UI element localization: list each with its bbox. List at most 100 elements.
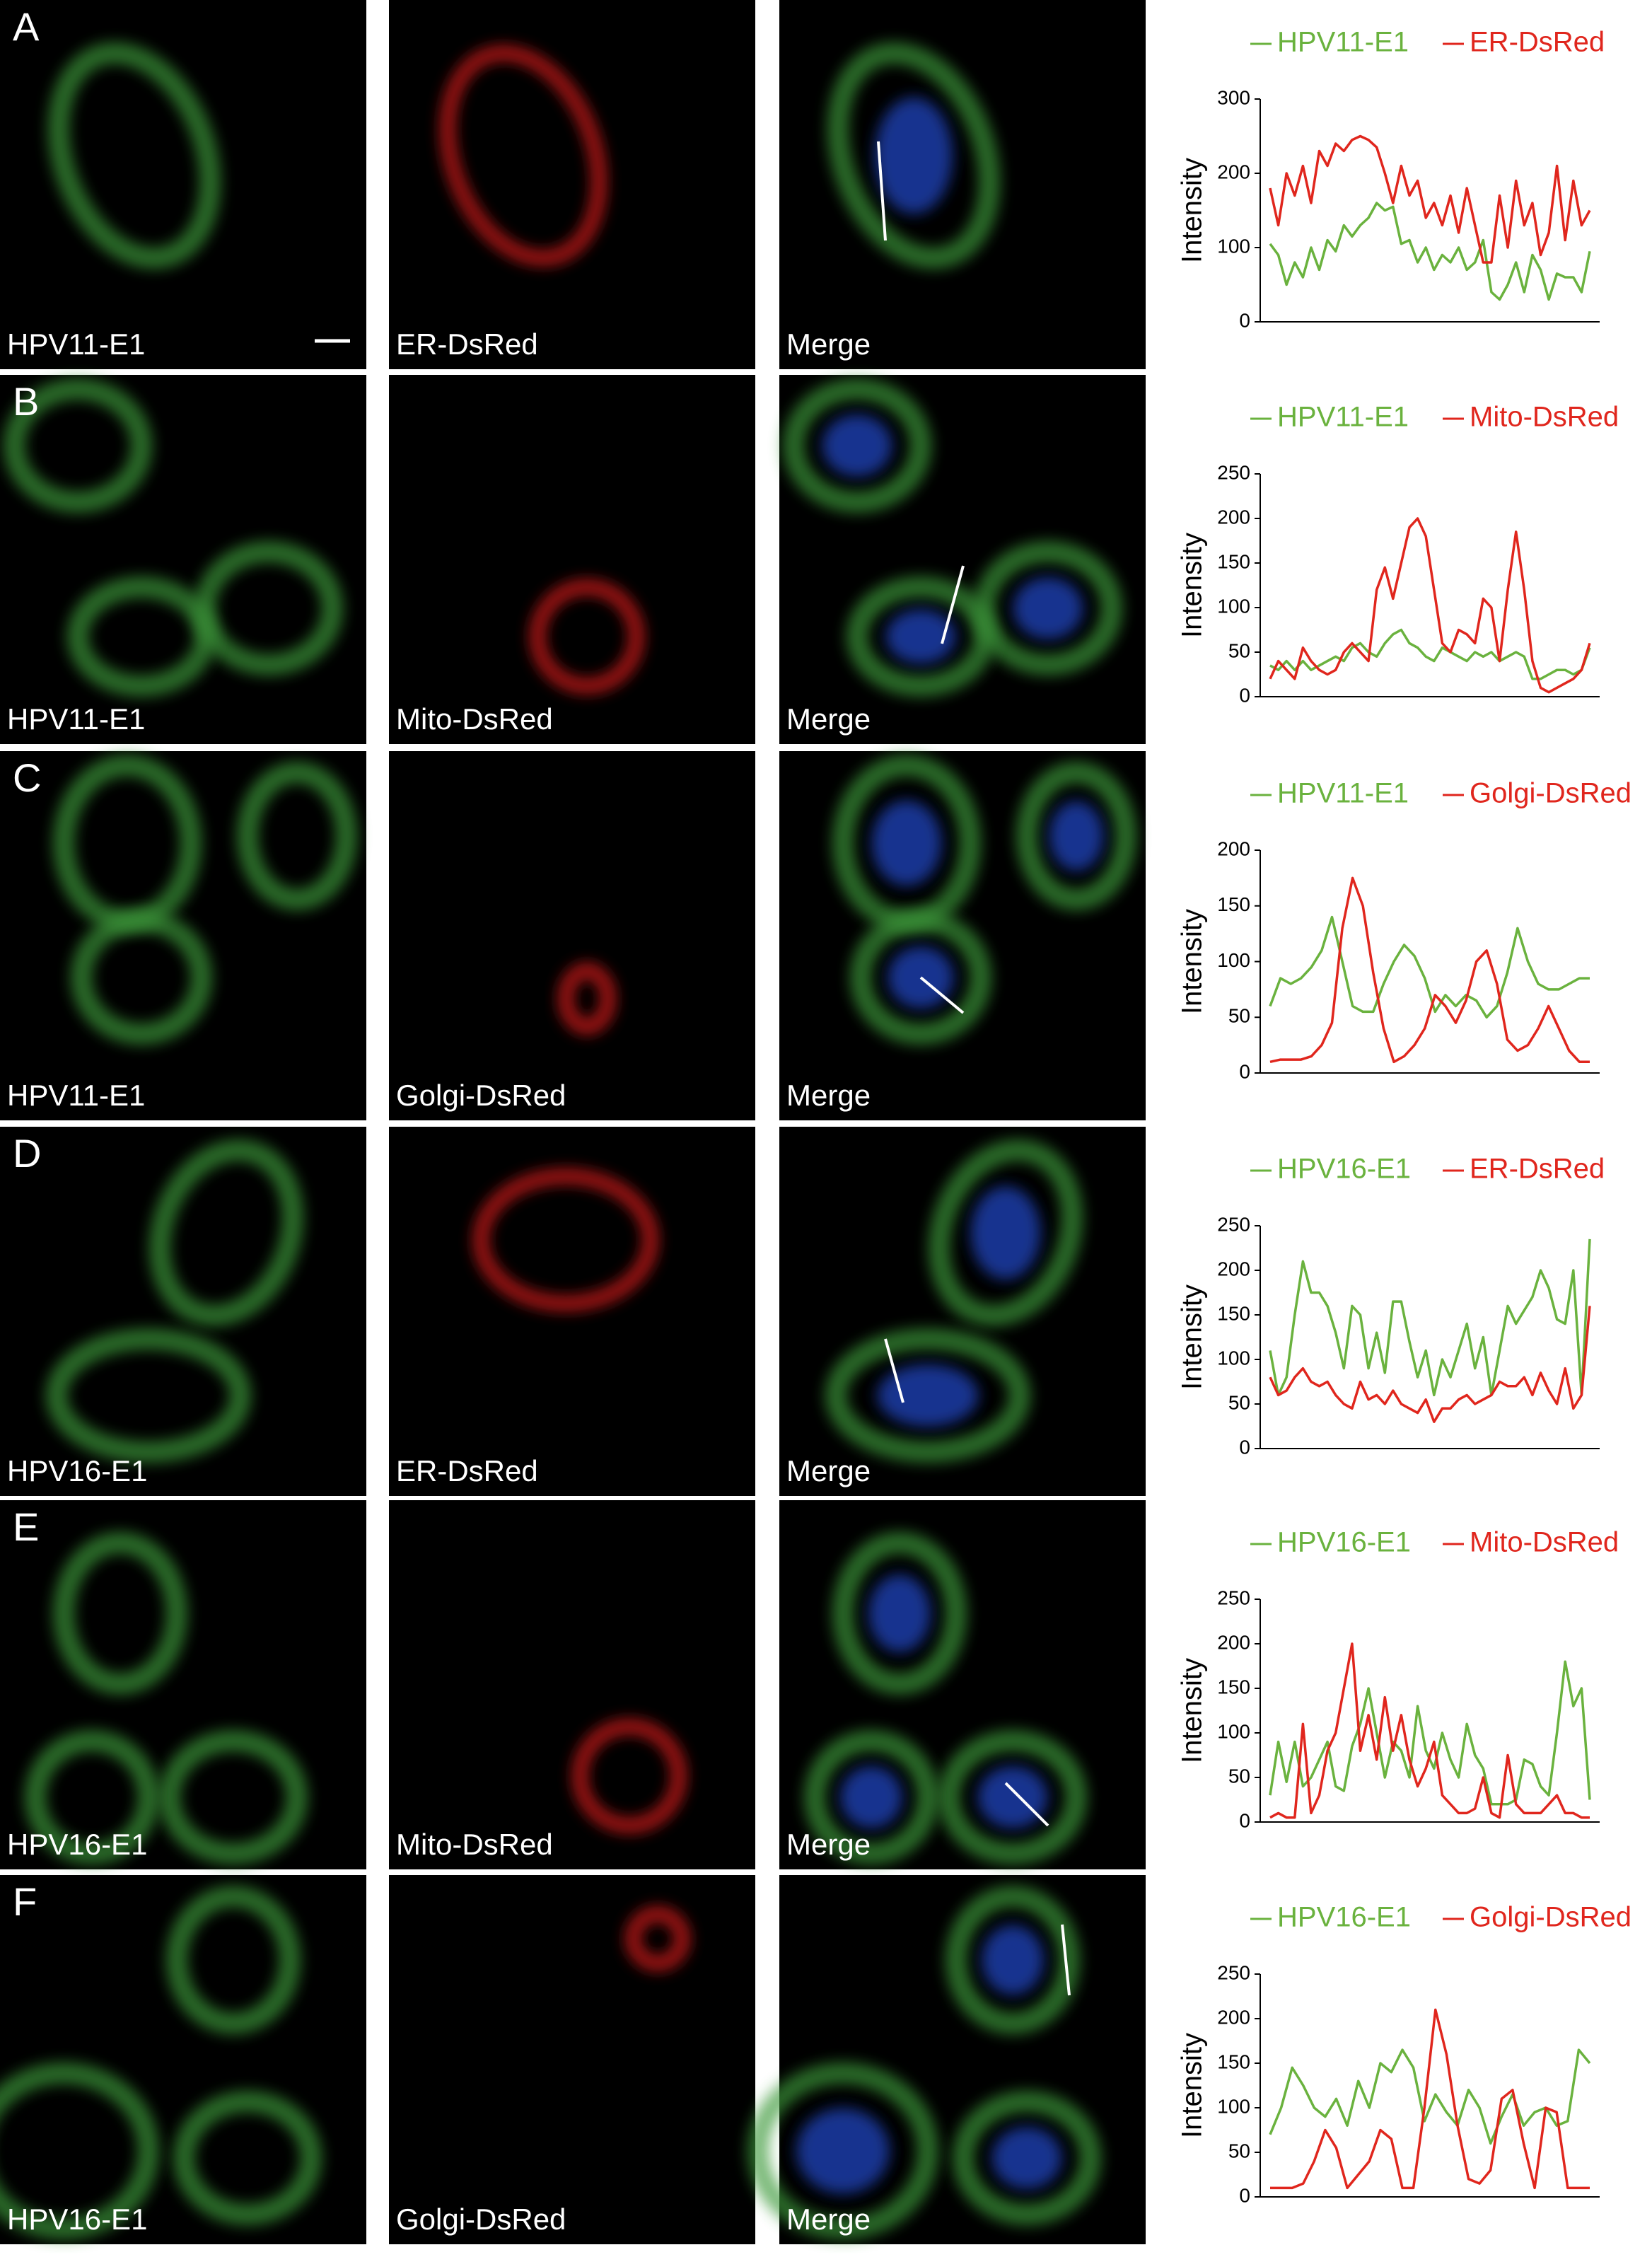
nucleus — [871, 800, 942, 886]
profile-line — [884, 1338, 904, 1403]
y-tick-label: 0 — [1239, 1436, 1250, 1458]
y-tick-label: 200 — [1217, 161, 1250, 182]
cell — [783, 378, 931, 513]
micrograph: Mito-DsRed — [389, 375, 755, 744]
micrograph: Merge — [779, 0, 1146, 369]
y-tick-label: 200 — [1217, 1258, 1250, 1280]
micrograph-background — [389, 1875, 755, 2244]
channel-label: Merge — [786, 1079, 871, 1112]
cell — [625, 1906, 690, 1971]
legend-label: Golgi-DsRed — [1470, 1902, 1631, 1933]
micrograph: Merge — [779, 375, 1146, 744]
channel-label: Merge — [786, 2203, 871, 2236]
channel-label: HPV11-E1 — [7, 702, 145, 736]
cell — [946, 1886, 1080, 2034]
micrograph: ER-DsRed — [389, 0, 755, 369]
y-tick-label: 200 — [1217, 506, 1250, 528]
cell — [25, 1730, 159, 1864]
series-line — [1269, 134, 1591, 264]
cell — [67, 576, 216, 697]
y-tick-label: 0 — [1239, 2184, 1250, 2206]
micrograph: HPV11-E1 — [0, 751, 366, 1120]
series-line — [1269, 1642, 1590, 1819]
legend-label: HPV16-E1 — [1277, 1527, 1411, 1558]
cell — [53, 1532, 187, 1695]
nucleus — [1049, 801, 1104, 871]
legend-label: HPV11-E1 — [1277, 402, 1409, 433]
channel-label: Merge — [786, 1454, 871, 1487]
channel-label: HPV16-E1 — [7, 1454, 147, 1487]
nucleus — [885, 609, 956, 664]
micrograph: Merge — [779, 751, 1146, 1120]
y-tick-label: 200 — [1217, 2006, 1250, 2028]
panel-letter: B — [13, 379, 39, 424]
series-line — [1269, 202, 1591, 301]
cell — [46, 1328, 251, 1463]
y-tick-label: 250 — [1217, 1213, 1250, 1235]
cell — [473, 1168, 658, 1311]
series-line — [1269, 517, 1591, 694]
cell — [938, 1730, 1087, 1864]
legend-label: Golgi-DsRed — [1470, 778, 1631, 809]
channel-label: Golgi-DsRed — [396, 1079, 566, 1112]
legend-label: HPV11-E1 — [1277, 778, 1409, 809]
cell — [832, 1532, 967, 1695]
y-tick-label: 50 — [1228, 1005, 1250, 1027]
micrograph: HPV11-E1 — [0, 375, 366, 744]
profile-line — [941, 565, 965, 644]
micrograph-background — [0, 0, 366, 369]
series-line — [1269, 1660, 1591, 1806]
series-line — [1270, 2008, 1590, 2190]
channel-label: Mito-DsRed — [396, 702, 553, 736]
y-axis-label: Intensity — [1177, 158, 1208, 263]
micrograph: Golgi-DsRed — [389, 751, 755, 1120]
y-tick-label: 50 — [1228, 2140, 1250, 2162]
y-tick-label: 250 — [1217, 461, 1250, 483]
y-tick-label: 150 — [1217, 1302, 1250, 1324]
cell — [173, 2091, 322, 2225]
channel-label: Merge — [786, 1828, 871, 1861]
cell — [827, 42, 1001, 269]
micrograph: HPV16-E1 — [0, 1127, 366, 1496]
channel-label: HPV11-E1 — [7, 1079, 145, 1112]
micrograph-background — [389, 1500, 755, 1869]
panel-letter: F — [13, 1879, 37, 1924]
panel-letter: A — [13, 4, 40, 49]
y-tick-label: 150 — [1217, 893, 1250, 915]
series-line — [1269, 628, 1591, 680]
series-line — [1269, 1238, 1591, 1397]
nucleus — [991, 2127, 1062, 2189]
cell — [237, 762, 357, 910]
channel-label: HPV16-E1 — [7, 1828, 147, 1861]
cell — [1016, 762, 1136, 910]
series-line — [1269, 915, 1590, 1019]
cell — [0, 2062, 159, 2239]
y-axis-label: Intensity — [1177, 909, 1208, 1014]
y-tick-label: 100 — [1217, 595, 1250, 617]
channel-label: HPV16-E1 — [7, 2203, 147, 2236]
legend-label: HPV11-E1 — [1277, 27, 1409, 58]
cell — [47, 42, 221, 269]
micrograph: Merge — [779, 1500, 1146, 1869]
nucleus — [877, 1364, 979, 1427]
micrograph-background — [389, 0, 755, 369]
y-tick-label: 200 — [1217, 837, 1250, 859]
cell — [572, 1719, 687, 1833]
nucleus — [822, 414, 892, 477]
cell — [825, 1328, 1030, 1463]
profile-line — [1061, 1924, 1071, 1996]
cell — [71, 910, 212, 1045]
y-tick-label: 100 — [1217, 235, 1250, 257]
y-tick-label: 150 — [1217, 2050, 1250, 2072]
y-tick-label: 50 — [1228, 639, 1250, 661]
y-tick-label: 0 — [1239, 1809, 1250, 1831]
cell — [149, 1139, 304, 1326]
y-axis-label: Intensity — [1177, 1658, 1208, 1763]
nucleus — [875, 97, 953, 214]
legend-label: HPV16-E1 — [1277, 1154, 1411, 1185]
nucleus — [868, 1574, 931, 1652]
y-tick-label: 100 — [1217, 949, 1250, 971]
micrograph-background — [779, 0, 1146, 369]
y-tick-label: 0 — [1239, 684, 1250, 706]
